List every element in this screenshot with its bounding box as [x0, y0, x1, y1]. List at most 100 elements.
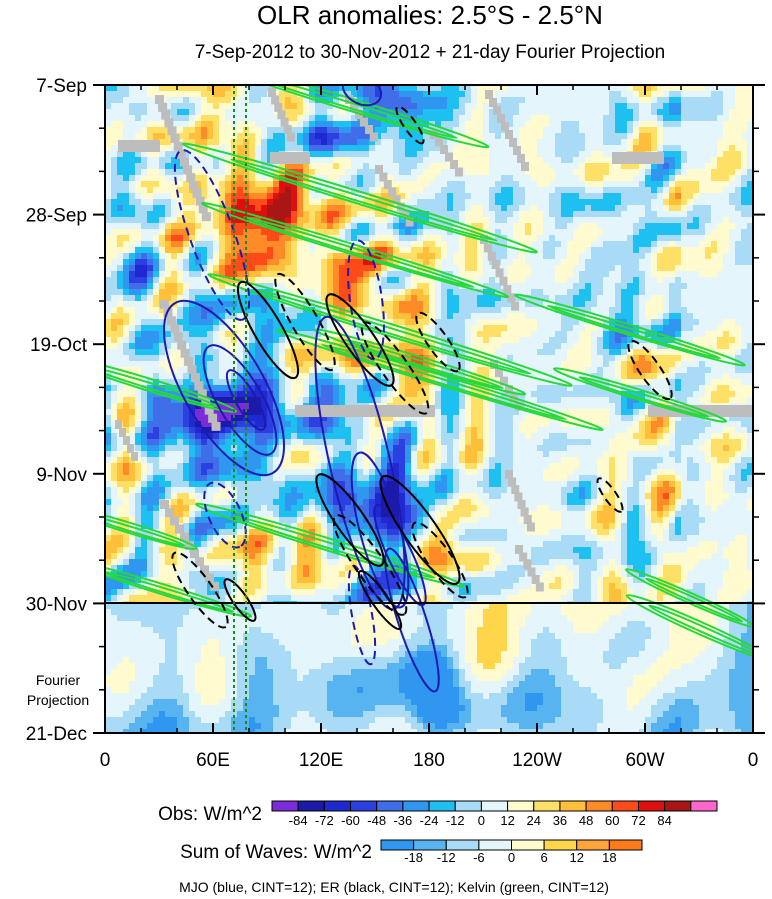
obs-cell: [177, 319, 184, 326]
obs-cell: [123, 319, 130, 326]
obs-cell: [531, 91, 538, 98]
obs-cell: [585, 169, 592, 176]
obs-cell: [255, 157, 262, 164]
obs-cell: [375, 289, 382, 296]
obs-cell: [705, 205, 712, 212]
obs-cell: [249, 307, 256, 314]
obs-cell: [723, 349, 730, 356]
obs-cell: [615, 259, 622, 266]
obs-cell: [549, 313, 556, 320]
obs-cell: [195, 121, 202, 128]
obs-cell: [549, 271, 556, 278]
obs-cell: [183, 337, 190, 344]
obs-cell: [249, 151, 256, 158]
obs-cell: [555, 211, 562, 218]
obs-cell: [201, 139, 208, 146]
obs-cell: [627, 289, 634, 296]
obs-cell: [393, 325, 400, 332]
obs-cell: [537, 223, 544, 230]
obs-cell: [171, 283, 178, 290]
obs-cell: [327, 301, 334, 308]
obs-cell: [153, 277, 160, 284]
obs-cell: [369, 313, 376, 320]
obs-cell: [123, 97, 130, 104]
obs-cell: [339, 277, 346, 284]
obs-cell: [723, 169, 730, 176]
obs-cell: [591, 133, 598, 140]
obs-cell: [711, 157, 718, 164]
obs-cell: [381, 103, 388, 110]
obs-cell: [159, 223, 166, 230]
obs-cell: [621, 175, 628, 182]
obs-cell: [147, 349, 154, 356]
obs-cell: [381, 133, 388, 140]
obs-cell: [339, 301, 346, 308]
obs-cell: [297, 247, 304, 254]
obs-cell: [303, 283, 310, 290]
obs-cell: [375, 175, 382, 182]
obs-cell: [261, 181, 268, 188]
obs-cell: [249, 205, 256, 212]
obs-cell: [327, 253, 334, 260]
obs-cell: [195, 235, 202, 242]
obs-cell: [339, 199, 346, 206]
obs-cell: [189, 313, 196, 320]
obs-cell: [633, 85, 640, 92]
obs-cell: [153, 355, 160, 362]
obs-cell: [441, 355, 448, 362]
obs-cell: [705, 193, 712, 200]
obs-cell: [171, 187, 178, 194]
obs-cell: [303, 115, 310, 122]
obs-cell: [141, 97, 148, 104]
obs-cell: [393, 133, 400, 140]
obs-cell: [309, 133, 316, 140]
obs-cell: [717, 121, 724, 128]
obs-cell: [243, 169, 250, 176]
obs-cell: [717, 163, 724, 170]
obs-cell: [369, 307, 376, 314]
obs-cell: [549, 259, 556, 266]
obs-cell: [693, 115, 700, 122]
obs-cell: [381, 265, 388, 272]
obs-cell: [651, 301, 658, 308]
obs-cell: [381, 235, 388, 242]
obs-cell: [129, 121, 136, 128]
obs-cell: [561, 277, 568, 284]
obs-cell: [531, 253, 538, 260]
obs-cell: [207, 235, 214, 242]
obs-cell: [237, 265, 244, 272]
obs-cell: [285, 103, 292, 110]
obs-cell: [501, 151, 508, 158]
obs-cell: [639, 223, 646, 230]
obs-cell: [459, 115, 466, 122]
obs-cell: [657, 169, 664, 176]
obs-cell: [327, 169, 334, 176]
obs-cell: [729, 211, 736, 218]
obs-cell: [669, 121, 676, 128]
obs-cell: [645, 175, 652, 182]
obs-cell: [507, 121, 514, 128]
obs-cell: [237, 253, 244, 260]
obs-cell: [417, 259, 424, 266]
obs-cell: [531, 199, 538, 206]
obs-cell: [171, 97, 178, 104]
obs-cell: [147, 127, 154, 134]
obs-cell: [645, 91, 652, 98]
obs-cell: [129, 127, 136, 134]
obs-cell: [369, 259, 376, 266]
obs-cell: [237, 121, 244, 128]
obs-cell: [129, 211, 136, 218]
obs-cell: [699, 109, 706, 116]
obs-cell: [303, 133, 310, 140]
obs-cell: [441, 193, 448, 200]
obs-cell: [717, 295, 724, 302]
obs-cell: [159, 187, 166, 194]
obs-cell: [441, 235, 448, 242]
obs-cell: [417, 103, 424, 110]
obs-cell: [429, 241, 436, 248]
obs-cell: [429, 145, 436, 152]
obs-cell: [105, 247, 112, 254]
obs-cell: [201, 271, 208, 278]
obs-cell: [249, 349, 256, 356]
obs-cell: [435, 229, 442, 236]
